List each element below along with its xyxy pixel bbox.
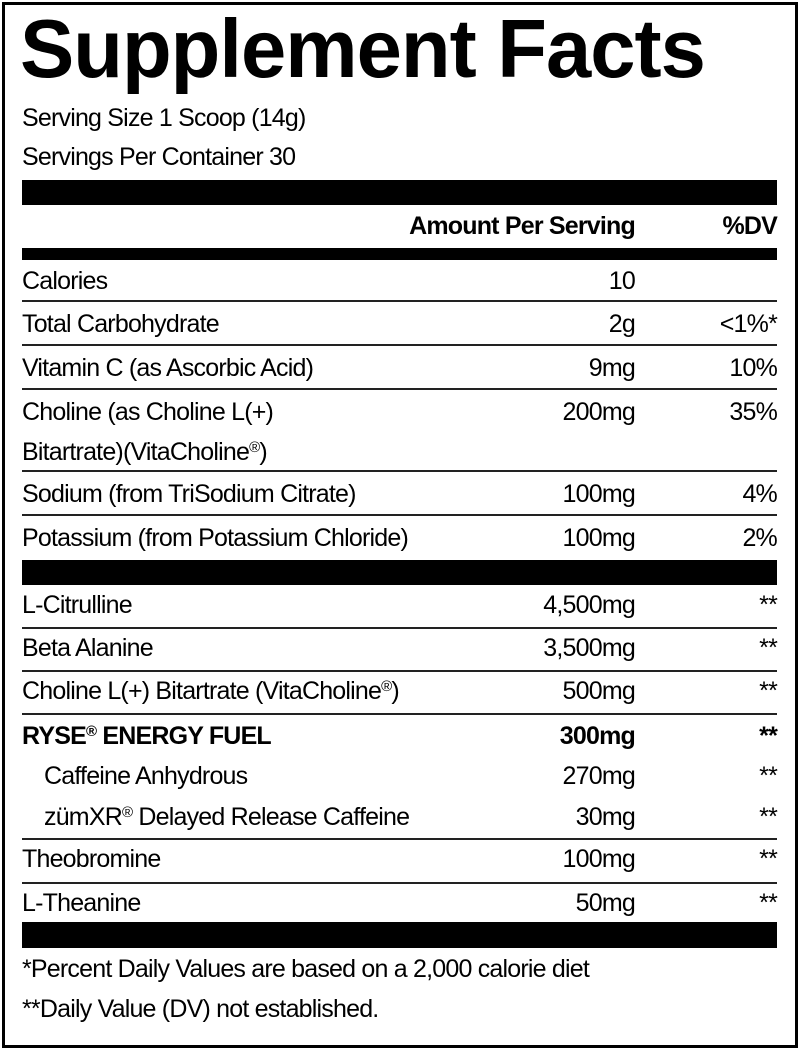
nutrient-name: Sodium (from TriSodium Citrate) xyxy=(22,480,356,508)
blend-amount: 300mg xyxy=(559,722,636,750)
label-title: Supplement Facts xyxy=(20,2,706,95)
ingredient-name: Caffeine Anhydrous xyxy=(44,762,248,790)
ingredient-amount: 270mg xyxy=(562,762,636,790)
nutrient-name: Vitamin C (as Ascorbic Acid) xyxy=(22,354,314,382)
ingredient-row: L-Theanine 50mg ** xyxy=(22,884,778,922)
ingredient-dv: ** xyxy=(759,677,778,705)
nutrient-dv: <1%* xyxy=(719,310,778,338)
column-header: Amount Per Serving %DV xyxy=(22,208,778,248)
ingredient-row: Theobromine 100mg ** xyxy=(22,840,778,884)
ingredient-name: L-Theanine xyxy=(22,889,141,917)
blend-name: RYSE® ENERGY FUEL xyxy=(22,722,272,750)
thick-divider xyxy=(22,560,777,585)
footnote-dv: *Percent Daily Values are based on a 2,0… xyxy=(22,955,590,983)
ingredient-dv: ** xyxy=(759,803,778,831)
nutrient-amount: 9mg xyxy=(588,354,636,382)
nutrient-dv: 4% xyxy=(742,480,777,508)
ingredient-name: zümXR® Delayed Release Caffeine xyxy=(44,803,410,831)
blend-dv: ** xyxy=(759,722,778,750)
nutrient-amount: 10 xyxy=(608,267,636,295)
nutrient-row: Total Carbohydrate 2g <1%* xyxy=(22,302,778,346)
ingredient-amount: 4,500mg xyxy=(543,591,636,619)
nutrient-row: Choline (as Choline L(+) Bitartrate)(Vit… xyxy=(22,390,778,472)
nutrient-name: Choline (as Choline L(+) xyxy=(22,398,274,426)
nutrient-row: Potassium (from Potassium Chloride) 100m… xyxy=(22,516,778,560)
ingredient-dv: ** xyxy=(759,591,778,619)
nutrient-name: Potassium (from Potassium Chloride) xyxy=(22,524,409,552)
thick-divider xyxy=(22,180,777,205)
nutrient-row: Sodium (from TriSodium Citrate) 100mg 4% xyxy=(22,472,778,516)
ingredient-row: Choline L(+) Bitartrate (VitaCholine®) 5… xyxy=(22,672,778,715)
ingredient-row: L-Citrulline 4,500mg ** xyxy=(22,586,778,629)
ingredient-row: Beta Alanine 3,500mg ** xyxy=(22,629,778,672)
thick-divider xyxy=(22,922,777,948)
nutrient-row: Calories 10 xyxy=(22,262,777,302)
nutrient-amount: 100mg xyxy=(562,480,636,508)
footnote-not-established: **Daily Value (DV) not established. xyxy=(22,995,379,1023)
blend-group: RYSE® ENERGY FUEL 300mg ** Caffeine Anhy… xyxy=(22,715,778,840)
ingredient-name: Choline L(+) Bitartrate (VitaCholine®) xyxy=(22,677,400,705)
nutrient-amount: 200mg xyxy=(562,398,636,426)
ingredient-name: Theobromine xyxy=(22,845,161,873)
ingredient-dv: ** xyxy=(759,634,778,662)
nutrient-amount: 2g xyxy=(608,310,636,338)
ingredient-amount: 500mg xyxy=(562,677,636,705)
ingredient-amount: 50mg xyxy=(575,889,636,917)
ingredient-dv: ** xyxy=(759,762,778,790)
ingredient-amount: 100mg xyxy=(562,845,636,873)
nutrient-row: Vitamin C (as Ascorbic Acid) 9mg 10% xyxy=(22,346,778,390)
servings-per-container: Servings Per Container 30 xyxy=(22,143,296,171)
ingredient-dv: ** xyxy=(759,889,778,917)
nutrient-dv: 2% xyxy=(742,524,777,552)
nutrient-name: Total Carbohydrate xyxy=(22,310,220,338)
ingredient-dv: ** xyxy=(759,845,778,873)
ingredient-amount: 30mg xyxy=(575,803,636,831)
ingredient-name: Beta Alanine xyxy=(22,634,154,662)
ingredient-amount: 3,500mg xyxy=(543,634,636,662)
amount-header: Amount Per Serving xyxy=(409,212,636,240)
ingredient-name: L-Citrulline xyxy=(22,591,133,619)
nutrient-dv: 35% xyxy=(729,398,777,426)
nutrient-name: Calories xyxy=(22,267,108,295)
nutrient-amount: 100mg xyxy=(562,524,636,552)
nutrient-name-line2: Bitartrate)(VitaCholine®) xyxy=(22,438,268,466)
medium-divider xyxy=(22,248,777,260)
dv-header: %DV xyxy=(722,212,777,240)
nutrient-dv: 10% xyxy=(729,354,777,382)
serving-size: Serving Size 1 Scoop (14g) xyxy=(22,104,306,132)
